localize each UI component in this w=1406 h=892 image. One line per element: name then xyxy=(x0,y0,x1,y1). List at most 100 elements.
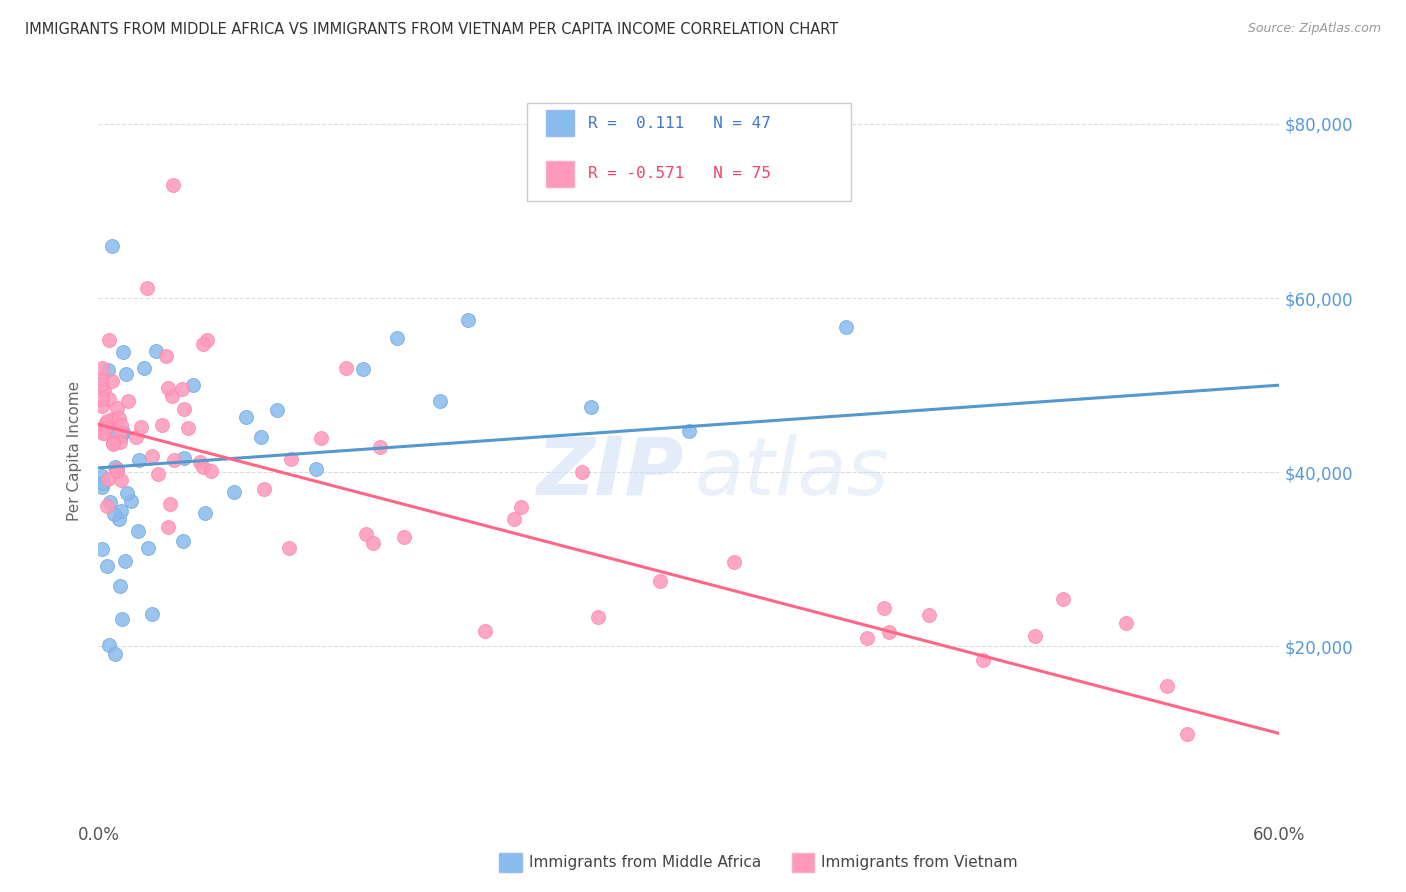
Point xyxy=(93,426,115,441)
Point xyxy=(678,424,700,438)
Point xyxy=(97,363,120,377)
Point xyxy=(352,362,374,376)
Point xyxy=(105,401,128,416)
Point xyxy=(503,512,526,526)
Point xyxy=(429,394,451,409)
Point xyxy=(222,484,245,499)
Point xyxy=(91,372,114,386)
Point xyxy=(172,533,194,548)
Point xyxy=(162,178,184,192)
Point xyxy=(579,400,602,414)
Point xyxy=(103,647,125,661)
Point xyxy=(200,464,222,478)
Point xyxy=(191,337,214,351)
Point xyxy=(110,474,132,488)
Point xyxy=(108,579,131,593)
Point xyxy=(136,281,159,295)
Point xyxy=(188,454,211,468)
Point xyxy=(132,361,155,376)
Point xyxy=(588,610,610,624)
Point xyxy=(105,461,128,475)
Text: Source: ZipAtlas.com: Source: ZipAtlas.com xyxy=(1247,22,1381,36)
Point xyxy=(195,333,218,347)
Point xyxy=(94,421,117,435)
Point xyxy=(571,465,593,479)
Point xyxy=(280,451,302,466)
Point xyxy=(648,574,671,588)
Point xyxy=(96,558,118,573)
Point xyxy=(111,612,134,626)
Point xyxy=(266,403,288,417)
Point xyxy=(873,601,896,615)
Point xyxy=(250,430,273,444)
Point xyxy=(835,320,858,334)
Point xyxy=(105,464,128,478)
Point xyxy=(112,345,135,359)
Point xyxy=(1024,629,1046,643)
Point xyxy=(127,524,149,538)
Point xyxy=(103,507,125,521)
Point xyxy=(368,440,391,454)
Text: IMMIGRANTS FROM MIDDLE AFRICA VS IMMIGRANTS FROM VIETNAM PER CAPITA INCOME CORRE: IMMIGRANTS FROM MIDDLE AFRICA VS IMMIGRA… xyxy=(25,22,838,37)
Point xyxy=(311,431,333,445)
Point xyxy=(146,467,169,481)
Point xyxy=(145,343,167,358)
Point xyxy=(335,361,357,376)
Point xyxy=(114,554,136,568)
Point xyxy=(194,506,217,520)
Point xyxy=(108,435,131,450)
Text: ZIP: ZIP xyxy=(536,434,683,512)
Point xyxy=(110,429,132,443)
Point xyxy=(253,482,276,496)
Point xyxy=(191,459,214,474)
Point xyxy=(91,377,114,392)
Point xyxy=(104,427,127,442)
Point xyxy=(104,460,127,475)
Point xyxy=(136,541,159,556)
Point xyxy=(129,420,152,434)
Point xyxy=(101,374,124,388)
Point xyxy=(94,417,117,431)
Point xyxy=(108,426,131,441)
Point xyxy=(91,480,114,494)
Point xyxy=(917,608,939,623)
Text: Immigrants from Vietnam: Immigrants from Vietnam xyxy=(821,855,1018,870)
Point xyxy=(100,411,122,425)
Point xyxy=(509,500,531,514)
Point xyxy=(176,421,198,435)
Point xyxy=(141,449,163,463)
Point xyxy=(170,382,193,396)
Point xyxy=(173,401,195,416)
Point xyxy=(98,638,121,652)
Point xyxy=(125,430,148,444)
Point xyxy=(150,418,173,433)
Point xyxy=(277,541,299,555)
Point xyxy=(96,420,118,434)
Point xyxy=(98,392,121,407)
Point xyxy=(877,624,900,639)
Point xyxy=(181,378,204,392)
Point xyxy=(155,349,177,363)
Point xyxy=(100,494,122,508)
Point xyxy=(114,367,136,381)
Point xyxy=(1156,680,1178,694)
Point xyxy=(385,331,408,345)
Point xyxy=(91,426,114,441)
Point xyxy=(305,462,328,476)
Point xyxy=(1175,726,1198,740)
Point xyxy=(723,555,745,569)
Text: R = -0.571   N = 75: R = -0.571 N = 75 xyxy=(588,167,770,181)
Point xyxy=(160,389,183,403)
Point xyxy=(110,417,132,432)
Point xyxy=(474,624,496,639)
Point xyxy=(91,399,114,413)
Point xyxy=(93,383,115,397)
Point xyxy=(101,437,124,451)
Point xyxy=(115,486,138,500)
Text: R =  0.111   N = 47: R = 0.111 N = 47 xyxy=(588,116,770,130)
Point xyxy=(363,535,385,549)
Point xyxy=(157,381,180,395)
Point xyxy=(96,500,118,514)
Point xyxy=(972,652,994,666)
Point xyxy=(111,425,134,439)
